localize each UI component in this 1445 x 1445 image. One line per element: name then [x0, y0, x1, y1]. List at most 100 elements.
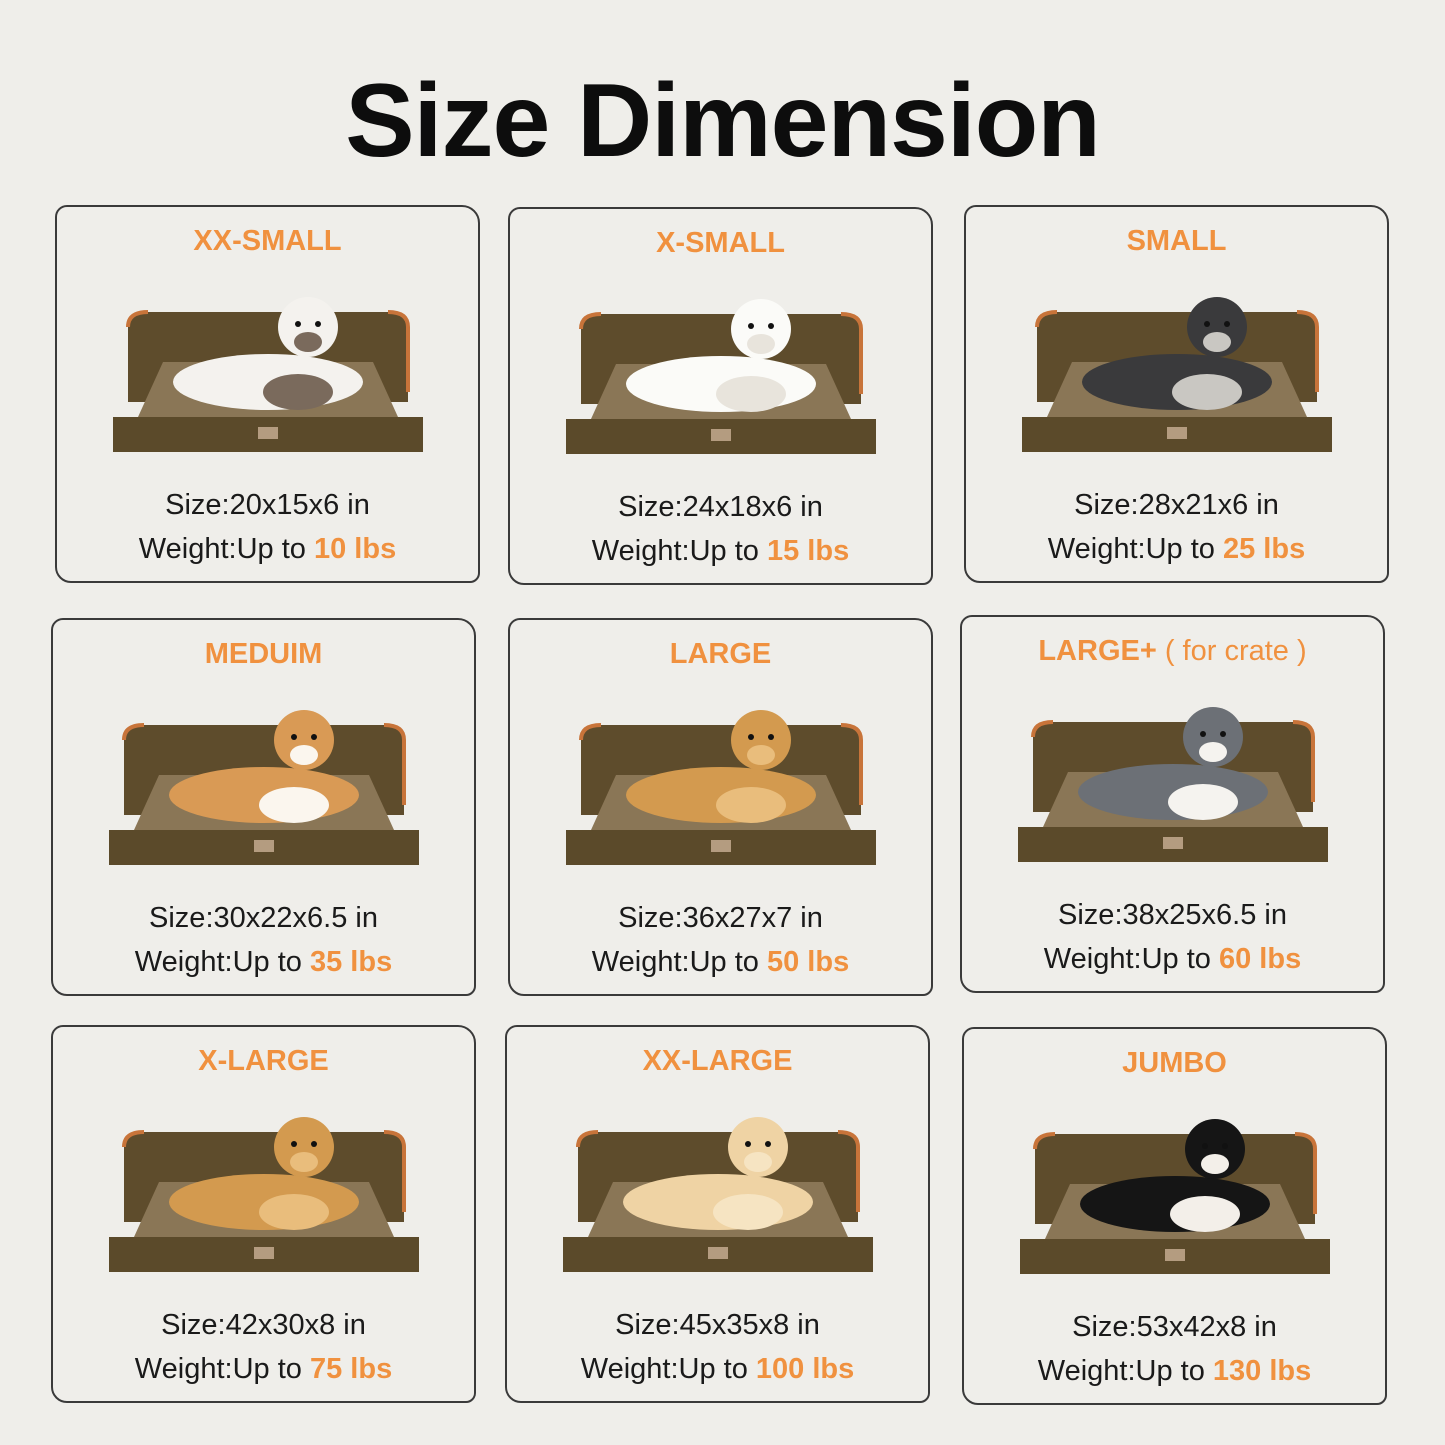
weight-capacity: Weight:Up to 100 lbs [580, 1353, 855, 1385]
pet-body [1077, 764, 1268, 820]
size-card-x-large: X-LARGE Size:42x30x8 in Weight:Up to 75 … [51, 1025, 476, 1403]
weight-value: 10 lbs [313, 533, 397, 565]
pet-chest [258, 1194, 329, 1230]
pet-chest [715, 787, 786, 823]
size-dimensions: Size:53x42x8 in [1072, 1311, 1277, 1343]
pet-body [1081, 354, 1272, 410]
bed-tag [710, 840, 731, 852]
weight-value: 100 lbs [755, 1353, 855, 1385]
pet-bed-image [108, 1117, 419, 1272]
pet-bed-image [1019, 1119, 1330, 1274]
pet-head [730, 710, 791, 770]
weight-capacity: Weight:Up to 60 lbs [1043, 943, 1302, 975]
size-label: XX-SMALL [57, 225, 478, 258]
pet-bed-image [565, 299, 876, 454]
size-name: X-SMALL [656, 227, 785, 259]
weight-value: 50 lbs [766, 946, 850, 978]
size-card-xx-small: XX-SMALL Size:20x15x6 in Weight:Up to 10… [55, 205, 480, 583]
size-name: LARGE [669, 638, 772, 670]
weight-value: 35 lbs [309, 946, 393, 978]
size-dimensions: Size:30x22x6.5 in [149, 902, 378, 934]
bed-tag [253, 840, 274, 852]
bed-tag [257, 427, 278, 439]
pet-body [622, 1174, 813, 1230]
size-label: XX-LARGE [507, 1045, 928, 1078]
pet-head [1182, 707, 1243, 767]
weight-value: 60 lbs [1218, 943, 1302, 975]
size-label: X-LARGE [53, 1045, 474, 1078]
pet-head [1186, 297, 1247, 357]
size-dimensions: Size:42x30x8 in [161, 1309, 366, 1341]
pet-body [172, 354, 363, 410]
pet-bed-image [108, 710, 419, 865]
size-dimensions: Size:38x25x6.5 in [1058, 899, 1287, 931]
size-dimensions: Size:28x21x6 in [1074, 489, 1279, 521]
size-label: JUMBO [964, 1047, 1385, 1080]
pet-head [273, 1117, 334, 1177]
size-dimensions: Size:20x15x6 in [165, 489, 370, 521]
weight-capacity: Weight:Up to 75 lbs [134, 1353, 393, 1385]
size-label: LARGE [510, 638, 931, 671]
size-dimensions: Size:45x35x8 in [615, 1309, 820, 1341]
pet-head [727, 1117, 788, 1177]
size-card-xx-large: XX-LARGE Size:45x35x8 in Weight:Up to 10… [505, 1025, 930, 1403]
pet-bed-image [112, 297, 423, 452]
weight-capacity: Weight:Up to 10 lbs [138, 533, 397, 565]
bed-tag [1162, 837, 1183, 849]
size-name: MEDUIM [204, 638, 323, 670]
size-label: SMALL [966, 225, 1387, 258]
pet-body [168, 1174, 359, 1230]
bed-tag [1164, 1249, 1185, 1261]
pet-head [273, 710, 334, 770]
pet-head [1184, 1119, 1245, 1179]
weight-value: 15 lbs [766, 535, 850, 567]
size-name: XX-SMALL [193, 225, 342, 257]
weight-value: 130 lbs [1212, 1355, 1312, 1387]
size-dimensions: Size:36x27x7 in [618, 902, 823, 934]
pet-body [1079, 1176, 1270, 1232]
size-card-large-plus: LARGE+ ( for crate ) Size:38x25x6.5 in W… [960, 615, 1385, 993]
weight-capacity: Weight:Up to 130 lbs [1037, 1355, 1312, 1387]
size-name: JUMBO [1122, 1047, 1227, 1079]
weight-value: 25 lbs [1222, 533, 1306, 565]
page-title: Size Dimension [345, 63, 1101, 179]
pet-chest [258, 787, 329, 823]
size-card-meduim: MEDUIM Size:30x22x6.5 in Weight:Up to 35… [51, 618, 476, 996]
weight-value: 75 lbs [309, 1353, 393, 1385]
bed-tag [253, 1247, 274, 1259]
size-card-jumbo: JUMBO Size:53x42x8 in Weight:Up to 130 l… [962, 1027, 1387, 1405]
pet-chest [712, 1194, 783, 1230]
pet-bed-image [562, 1117, 873, 1272]
bed-tag [1166, 427, 1187, 439]
bed-tag [710, 429, 731, 441]
pet-chest [1169, 1196, 1240, 1232]
size-label: X-SMALL [510, 227, 931, 260]
weight-capacity: Weight:Up to 50 lbs [591, 946, 850, 978]
size-note: ( for crate ) [1164, 635, 1307, 667]
pet-chest [1171, 374, 1242, 410]
pet-body [625, 356, 816, 412]
weight-capacity: Weight:Up to 25 lbs [1047, 533, 1306, 565]
pet-chest [715, 376, 786, 412]
pet-body [168, 767, 359, 823]
size-label: MEDUIM [53, 638, 474, 671]
size-name: LARGE+ [1038, 635, 1157, 667]
size-name: SMALL [1126, 225, 1227, 257]
weight-capacity: Weight:Up to 15 lbs [591, 535, 850, 567]
bed-tag [707, 1247, 728, 1259]
pet-body [625, 767, 816, 823]
pet-bed-image [1017, 707, 1328, 862]
pet-bed-image [1021, 297, 1332, 452]
pet-head [277, 297, 338, 357]
size-dimensions: Size:24x18x6 in [618, 491, 823, 523]
pet-head [730, 299, 791, 359]
size-label: LARGE+ ( for crate ) [962, 635, 1383, 668]
pet-bed-image [565, 710, 876, 865]
size-card-x-small: X-SMALL Size:24x18x6 in Weight:Up to 15 … [508, 207, 933, 585]
pet-chest [262, 374, 333, 410]
weight-capacity: Weight:Up to 35 lbs [134, 946, 393, 978]
pet-chest [1167, 784, 1238, 820]
size-card-large: LARGE Size:36x27x7 in Weight:Up to 50 lb… [508, 618, 933, 996]
size-name: X-LARGE [198, 1045, 329, 1077]
size-card-small: SMALL Size:28x21x6 in Weight:Up to 25 lb… [964, 205, 1389, 583]
